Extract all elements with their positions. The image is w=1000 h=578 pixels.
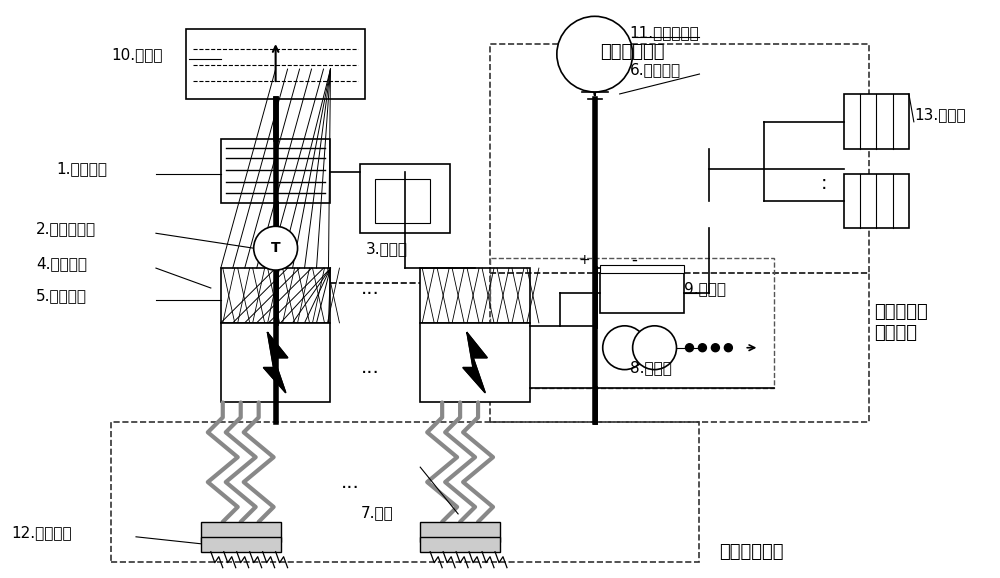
- Circle shape: [685, 344, 693, 351]
- Bar: [201, 522, 281, 542]
- Text: 7.热管: 7.热管: [360, 505, 393, 520]
- Bar: [420, 522, 500, 542]
- Bar: [375, 179, 430, 223]
- Circle shape: [254, 227, 298, 270]
- Bar: [844, 94, 909, 149]
- Bar: [221, 268, 330, 323]
- Text: -: -: [632, 251, 638, 269]
- Text: 温差发电与
储能模块: 温差发电与 储能模块: [874, 303, 928, 342]
- Text: 13.用电器: 13.用电器: [914, 107, 965, 122]
- Text: ...: ...: [361, 279, 380, 298]
- Text: +: +: [579, 253, 591, 267]
- Text: :: :: [821, 174, 827, 193]
- Text: 10.用热端: 10.用热端: [111, 47, 163, 62]
- Text: 2.温度传感器: 2.温度传感器: [36, 221, 96, 236]
- Bar: [420, 268, 530, 323]
- Text: 1.电加热器: 1.电加热器: [56, 162, 107, 176]
- Bar: [221, 323, 330, 402]
- Text: ...: ...: [341, 473, 360, 491]
- Text: 余热转换模块: 余热转换模块: [600, 43, 664, 61]
- Text: 5.热电材料: 5.热电材料: [36, 288, 87, 303]
- Circle shape: [603, 326, 647, 369]
- Bar: [420, 323, 530, 402]
- Circle shape: [557, 16, 633, 92]
- Bar: [490, 273, 869, 423]
- Bar: [490, 258, 774, 387]
- Bar: [186, 29, 365, 99]
- Circle shape: [724, 344, 732, 351]
- Text: T: T: [271, 241, 280, 255]
- Text: 4.储热容器: 4.储热容器: [36, 256, 87, 271]
- Text: 6.预热管路: 6.预热管路: [630, 62, 681, 77]
- Polygon shape: [264, 333, 288, 392]
- Bar: [420, 537, 500, 552]
- Bar: [490, 44, 869, 273]
- Text: 8.稳压器: 8.稳压器: [630, 361, 672, 376]
- Bar: [600, 265, 684, 273]
- Text: 12.余热资源: 12.余热资源: [11, 525, 72, 540]
- Text: 余热回收模块: 余热回收模块: [719, 543, 784, 561]
- Text: 11.水（气）源: 11.水（气）源: [630, 25, 699, 40]
- Bar: [111, 423, 699, 562]
- Text: 3.控制器: 3.控制器: [365, 241, 407, 256]
- Polygon shape: [463, 333, 487, 392]
- Circle shape: [698, 344, 706, 351]
- Bar: [221, 139, 330, 203]
- Bar: [844, 173, 909, 228]
- Bar: [201, 537, 281, 552]
- Bar: [360, 164, 450, 234]
- Circle shape: [633, 326, 677, 369]
- Bar: [600, 273, 684, 313]
- Text: ...: ...: [361, 358, 380, 377]
- Text: 9.蓄电池: 9.蓄电池: [684, 281, 726, 296]
- Circle shape: [711, 344, 719, 351]
